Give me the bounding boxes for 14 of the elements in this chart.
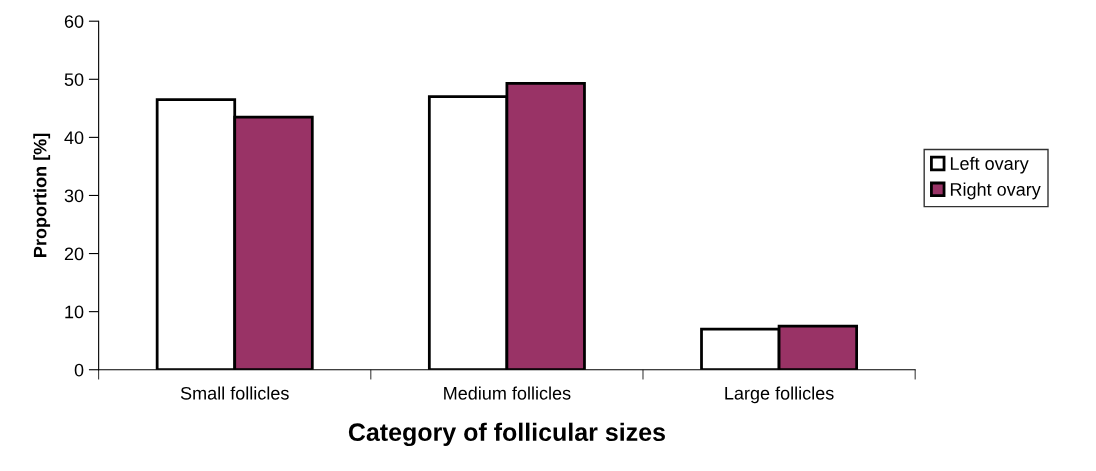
y-tick-label: 30 — [64, 189, 84, 203]
x-tick-label: Large follicles — [725, 386, 834, 404]
legend-label: Right ovary — [950, 182, 1041, 200]
y-tick-label: 60 — [64, 15, 84, 28]
y-tick-label: 50 — [64, 73, 84, 87]
y-tick-label: 0 — [74, 363, 84, 377]
y-tick-label: 20 — [64, 247, 84, 261]
legend-label: Left ovary — [950, 156, 1029, 174]
x-tick-label: Small follicles — [180, 386, 289, 400]
x-tick-label: Medium follicles — [444, 386, 571, 400]
y-tick-label: 10 — [65, 305, 84, 319]
y-axis-title: Proportion [%] — [33, 133, 51, 257]
x-axis-title: Category of follicular sizes — [348, 422, 665, 447]
y-tick-label: 40 — [64, 131, 84, 145]
